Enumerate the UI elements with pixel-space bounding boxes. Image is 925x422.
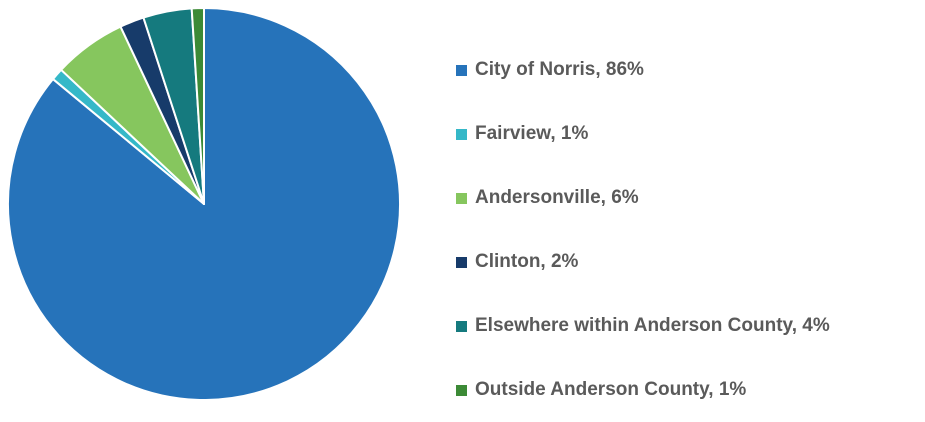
legend-label: City of Norris, 86% [475,59,644,80]
legend-item-city-of-norris: City of Norris, 86% [456,38,921,102]
pie-chart [7,7,401,399]
legend-swatch [456,256,467,268]
legend-swatch [456,192,467,204]
legend-item-elsewhere-within-anderson-county: Elsewhere within Anderson County, 4% [456,294,921,358]
legend-label: Clinton, 2% [475,251,579,272]
pie-slice-0 [7,7,401,399]
legend-label: Elsewhere within Anderson County, 4% [475,315,830,336]
pie-slice-5 [190,7,205,205]
legend-item-fairview: Fairview, 1% [456,102,921,166]
legend-item-clinton: Clinton, 2% [456,230,921,294]
legend-swatch [456,128,467,140]
legend-label: Outside Anderson County, 1% [475,379,747,400]
legend: City of Norris, 86% Fairview, 1% Anderso… [456,38,921,422]
legend-item-outside-anderson-county: Outside Anderson County, 1% [456,358,921,422]
legend-item-andersonville: Andersonville, 6% [456,166,921,230]
legend-swatch [456,64,467,76]
legend-swatch [456,320,467,332]
legend-label: Fairview, 1% [475,123,589,144]
legend-label: Andersonville, 6% [475,187,639,208]
legend-swatch [456,384,467,396]
